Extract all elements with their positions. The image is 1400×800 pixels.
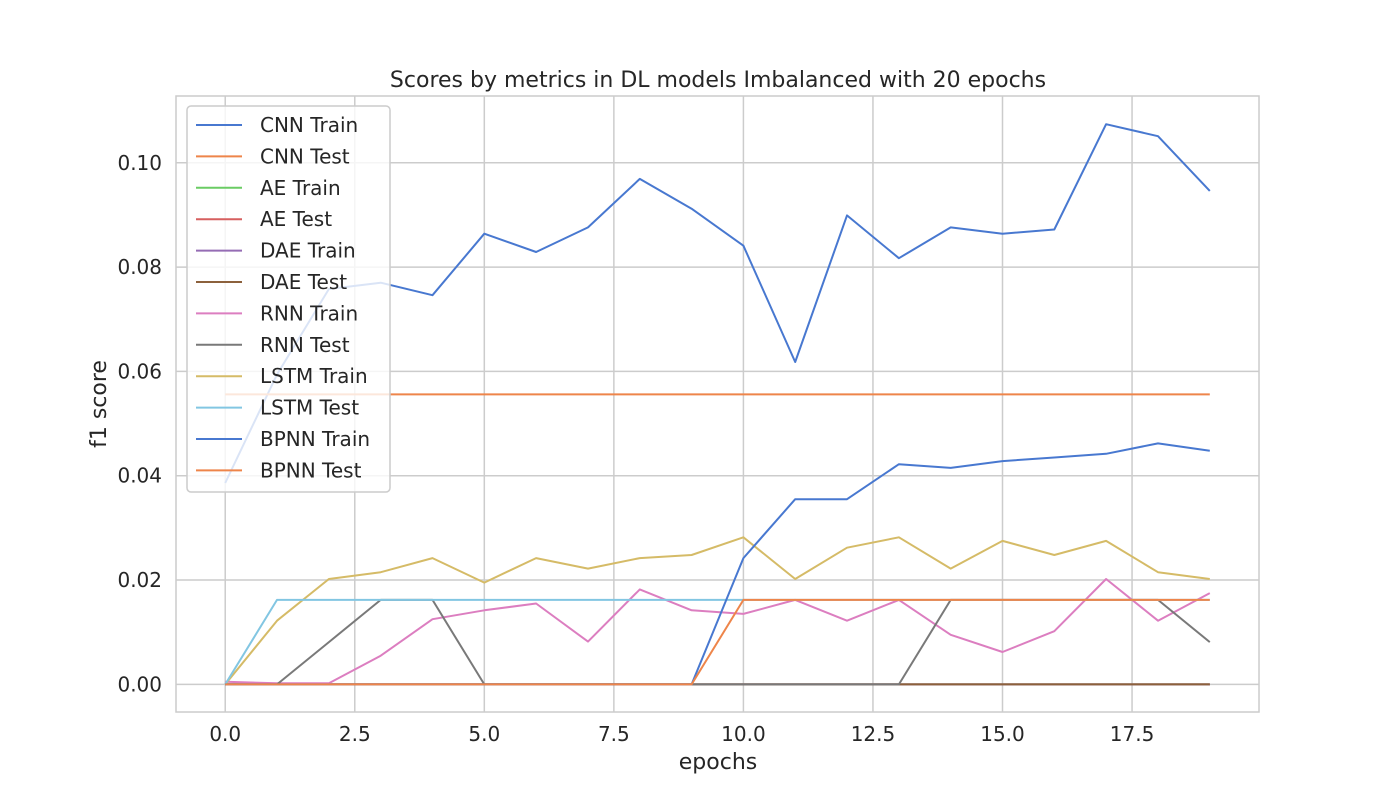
x-tick-label: 0.0 [209,722,241,746]
y-axis-ticks: 0.00 0.02 0.04 0.06 0.08 0.10 [117,151,162,697]
x-tick-label: 2.5 [339,722,371,746]
y-tick-label: 0.00 [117,672,162,696]
x-tick-label: 5.0 [468,722,500,746]
series-lines [224,123,1211,686]
y-tick-label: 0.08 [117,255,162,279]
legend-label: LSTM Train [260,364,368,388]
y-tick-label: 0.02 [117,568,162,592]
x-tick-label: 12.5 [851,722,896,746]
legend-label: AE Train [260,176,341,200]
chart-title: Scores by metrics in DL models Imbalance… [390,68,1046,93]
y-tick-label: 0.10 [117,151,162,175]
legend-label: BPNN Test [260,458,362,482]
y-tick-label: 0.04 [117,464,162,488]
y-axis-label: f1 score [87,360,112,448]
legend-label: CNN Train [260,113,358,137]
legend: CNN Train CNN Test AE Train AE Test DAE Trai… [186,105,391,493]
legend-label: RNN Train [260,301,358,325]
series-line-rnn-train [225,578,1211,685]
legend-label: AE Test [260,207,332,231]
x-tick-label: 10.0 [721,722,766,746]
series-line-lstm-train [224,536,1210,686]
legend-label: DAE Train [260,239,356,263]
legend-label: DAE Test [260,270,347,294]
legend-label: LSTM Test [260,396,359,420]
y-tick-label: 0.06 [117,359,162,383]
x-tick-label: 7.5 [598,722,630,746]
legend-label: BPNN Train [260,427,370,451]
x-tick-label: 17.5 [1110,722,1155,746]
x-tick-label: 15.0 [980,722,1025,746]
legend-box [186,105,391,493]
x-axis-ticks: 0.0 2.5 5.0 7.5 10.0 12.5 15.0 17.5 [209,722,1154,746]
legend-label: CNN Test [260,144,350,168]
legend-label: RNN Test [260,333,350,357]
series-line-bpnn-test [225,598,1210,686]
plot-area-frame [175,95,1260,713]
x-axis-label: epochs [679,750,757,775]
